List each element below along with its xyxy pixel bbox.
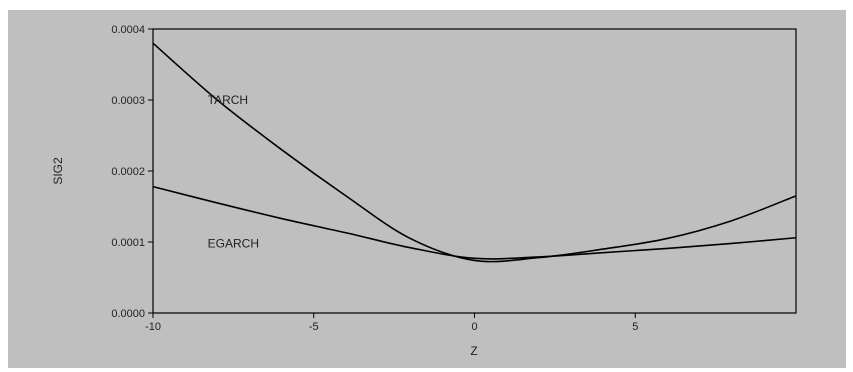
series-line-tarch xyxy=(152,42,797,263)
chart-panel: -10 -5 0 5 0.0000 0.0001 0.0002 0.0003 0.0004 TA… xyxy=(8,10,846,368)
series-line-egarch xyxy=(152,185,797,260)
y-tick-label: 0.0003 xyxy=(111,95,145,107)
y-tick-label: 0.0000 xyxy=(111,308,145,320)
series-label-tarch: TARCH xyxy=(208,93,248,107)
series-lines xyxy=(152,42,797,263)
x-tick-label: 5 xyxy=(632,321,638,333)
x-tick-label: -10 xyxy=(145,321,161,333)
line-chart: -10 -5 0 5 0.0000 0.0001 0.0002 0.0003 0.0004 TA… xyxy=(51,24,797,358)
y-tick-label: 0.0001 xyxy=(111,237,145,249)
axis-ticks: -10 -5 0 5 0.0000 0.0001 0.0002 0.0003 0.0004 xyxy=(111,24,638,333)
series-label-egarch: EGARCH xyxy=(208,236,259,250)
x-tick-label: 0 xyxy=(471,321,477,333)
y-tick-label: 0.0002 xyxy=(111,166,145,178)
y-tick-label: 0.0004 xyxy=(111,24,145,36)
x-axis-title: Z xyxy=(470,344,477,358)
x-tick-label: -5 xyxy=(309,321,319,333)
series-labels: TARCH EGARCH xyxy=(208,93,259,250)
plot-area xyxy=(152,28,797,314)
y-axis-title: SIG2 xyxy=(51,157,65,185)
